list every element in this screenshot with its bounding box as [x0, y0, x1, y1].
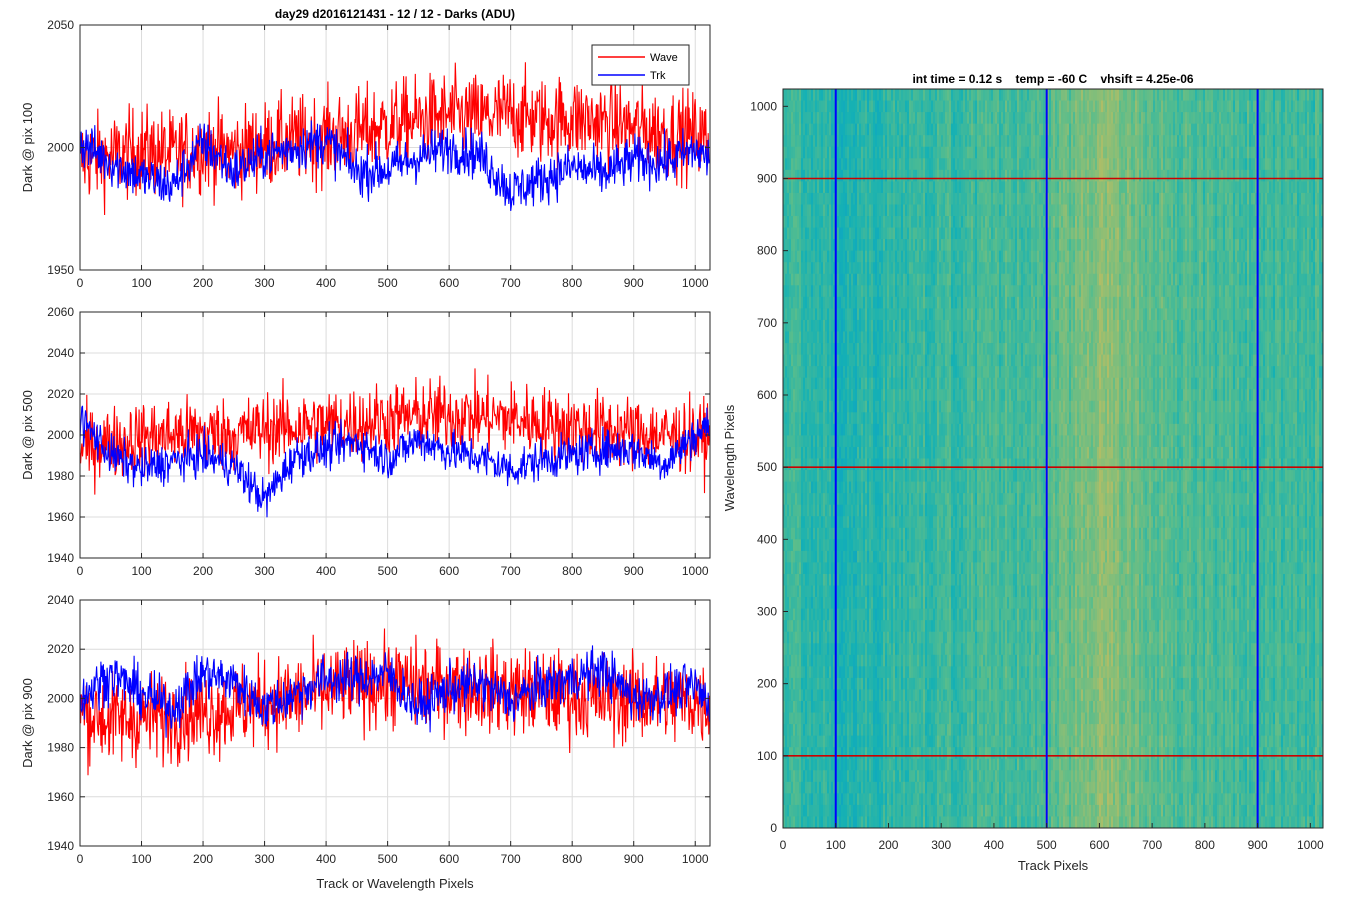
subplot-2-ylabel: Dark @ pix 500 [20, 390, 35, 480]
x-tick-label: 800 [562, 852, 582, 866]
x-tick-label: 900 [624, 852, 644, 866]
x-tick-label: 200 [193, 276, 213, 290]
legend: Wave Trk [592, 45, 689, 85]
x-tick-label: 600 [439, 852, 459, 866]
x-tick-label: 200 [193, 852, 213, 866]
y-tick-label: 2040 [47, 346, 74, 360]
x-tick-label: 800 [562, 276, 582, 290]
y-tick-label: 2000 [47, 428, 74, 442]
y-tick-label: 2020 [47, 642, 74, 656]
x-tick-label: 200 [193, 564, 213, 578]
y-tick-label: 1980 [47, 469, 74, 483]
y-tick-label: 2020 [47, 387, 74, 401]
y-tick-label: 2000 [47, 691, 74, 705]
y-tick-label: 1980 [47, 741, 74, 755]
y-tick-label: 1940 [47, 551, 74, 565]
subplot-3-ylabel: Dark @ pix 900 [20, 678, 35, 768]
x-tick-label: 400 [316, 852, 336, 866]
x-tick-label: 600 [439, 564, 459, 578]
x-tick-label: 500 [378, 564, 398, 578]
x-tick-label: 800 [562, 564, 582, 578]
y-tick-label: 1960 [47, 510, 74, 524]
y-tick-label: 2060 [47, 305, 74, 319]
subplot-1-ylabel: Dark @ pix 100 [20, 103, 35, 193]
x-tick-label: 0 [77, 564, 84, 578]
heatmap-panel: int time = 0.12 s temp = -60 C vhsift = … [722, 72, 1324, 873]
figure-xlabel: Track or Wavelength Pixels [316, 876, 474, 891]
y-tick-label: 1950 [47, 263, 74, 277]
figure-title: day29 d2016121431 - 12 / 12 - Darks (ADU… [275, 7, 515, 21]
x-tick-label: 300 [255, 852, 275, 866]
y-tick-label: 2040 [47, 593, 74, 607]
legend-trk-label: Trk [650, 70, 666, 82]
x-tick-label: 300 [255, 564, 275, 578]
x-tick-label: 1000 [682, 852, 709, 866]
x-tick-label: 400 [316, 564, 336, 578]
x-tick-label: 400 [316, 276, 336, 290]
heatmap-image [783, 89, 1324, 829]
x-tick-label: 900 [624, 276, 644, 290]
x-tick-label: 600 [439, 276, 459, 290]
legend-wave-label: Wave [650, 52, 678, 64]
x-tick-label: 100 [132, 852, 152, 866]
x-tick-label: 100 [132, 276, 152, 290]
heatmap-title: int time = 0.12 s temp = -60 C vhsift = … [912, 72, 1193, 86]
x-tick-label: 700 [501, 564, 521, 578]
x-tick-label: 500 [378, 276, 398, 290]
x-tick-label: 500 [378, 852, 398, 866]
x-tick-label: 1000 [682, 276, 709, 290]
x-tick-label: 300 [255, 276, 275, 290]
x-tick-label: 700 [501, 276, 521, 290]
x-tick-label: 700 [501, 852, 521, 866]
x-tick-label: 1000 [682, 564, 709, 578]
y-tick-label: 1960 [47, 790, 74, 804]
y-tick-label: 1940 [47, 839, 74, 853]
y-tick-label: 2000 [47, 141, 74, 155]
y-tick-label: 2050 [47, 18, 74, 32]
x-tick-label: 0 [77, 276, 84, 290]
x-tick-label: 900 [624, 564, 644, 578]
x-tick-label: 100 [132, 564, 152, 578]
x-tick-label: 0 [77, 852, 84, 866]
legend-box [592, 45, 689, 85]
